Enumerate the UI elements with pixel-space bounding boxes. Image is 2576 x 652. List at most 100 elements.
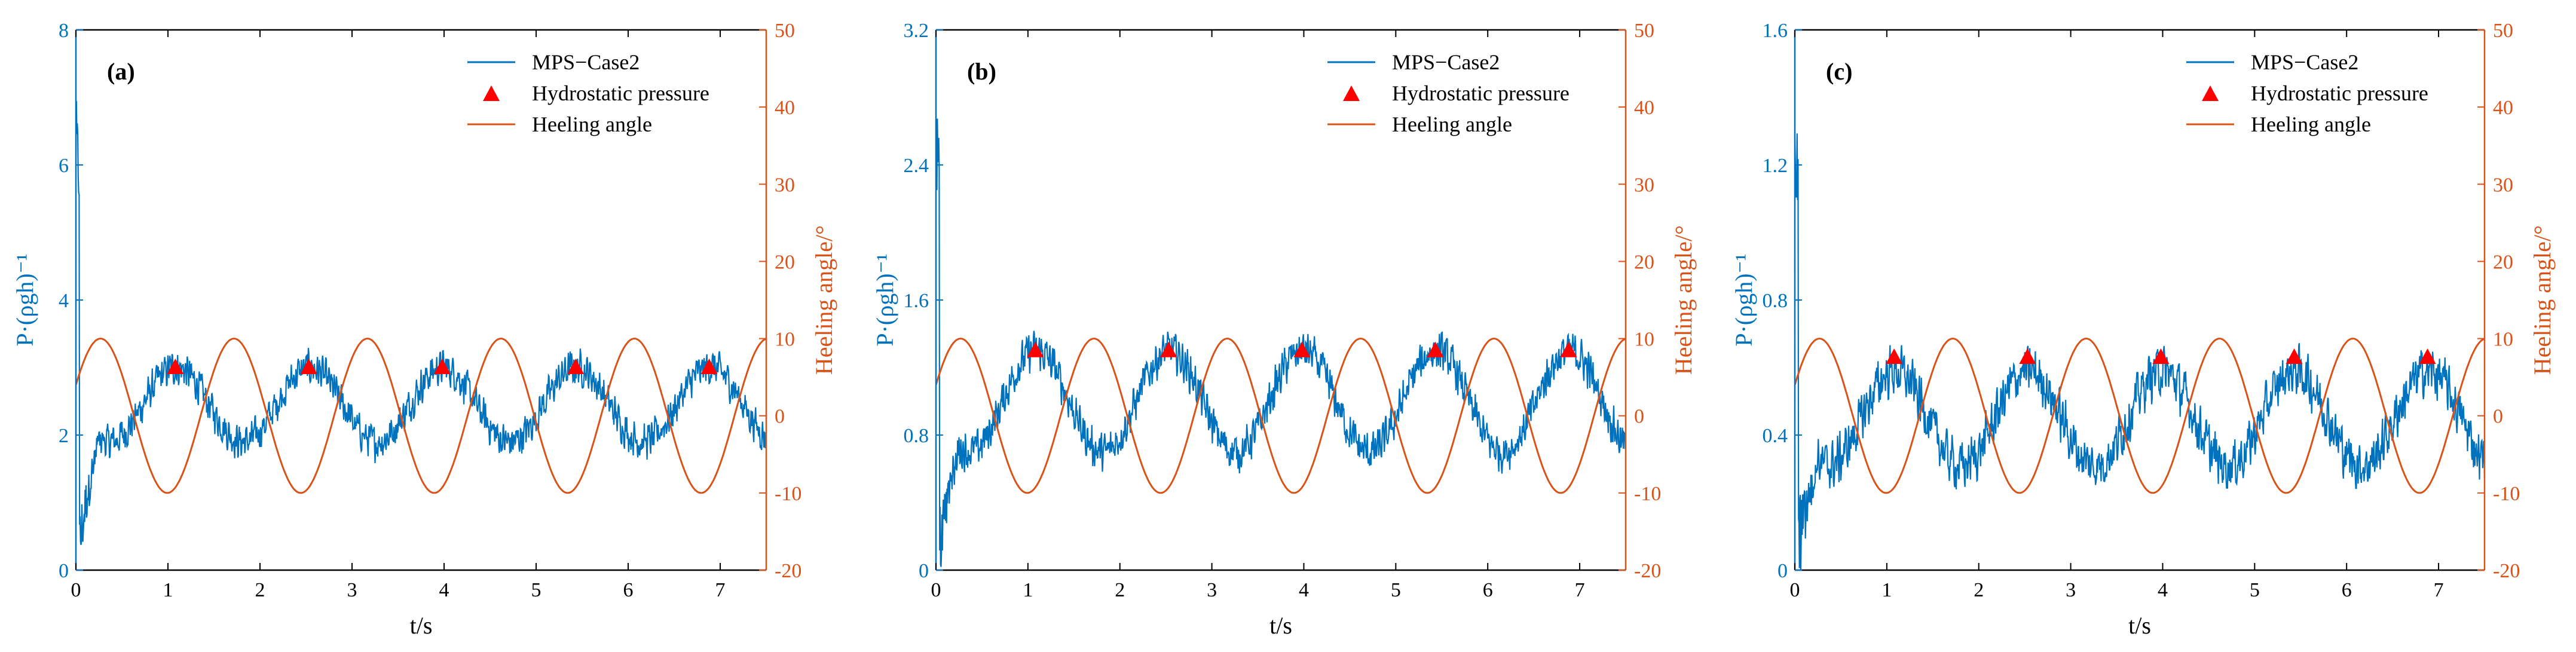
- x-tick-label: 7: [1575, 579, 1585, 601]
- left-tick-label: 6: [59, 155, 69, 177]
- left-tick-label: 4: [59, 290, 69, 312]
- right-tick-label: -20: [775, 560, 801, 582]
- x-tick-label: 0: [931, 579, 941, 601]
- left-tick-label: 0.8: [904, 425, 929, 447]
- x-tick-label: 3: [1207, 579, 1217, 601]
- left-tick-label: 2: [59, 425, 69, 447]
- x-tick-label: 2: [1115, 579, 1125, 601]
- hydrostatic-point: [1027, 341, 1044, 357]
- legend-heel-label: Heeling angle: [532, 112, 652, 136]
- hydrostatic-point: [2286, 348, 2303, 365]
- left-axis-title: P·(ρgh)⁻¹: [1730, 253, 1757, 346]
- mps-series-line: [936, 118, 1626, 567]
- left-axis-title: P·(ρgh)⁻¹: [871, 253, 898, 346]
- legend-hydro-label: Hydrostatic pressure: [2251, 81, 2428, 105]
- hydrostatic-point: [2152, 348, 2170, 365]
- x-axis-title: t/s: [410, 612, 433, 639]
- mps-series-line: [76, 101, 766, 545]
- right-tick-label: 30: [1634, 174, 1654, 196]
- x-tick-label: 1: [1881, 579, 1892, 601]
- x-tick-label: 0: [1790, 579, 1800, 601]
- legend-mps-label: MPS−Case2: [1392, 50, 1500, 74]
- legend-hydro-swatch: [483, 85, 500, 101]
- hydrostatic-point: [1160, 341, 1177, 357]
- right-tick-label: 50: [1634, 20, 1654, 42]
- right-tick-label: 0: [1634, 406, 1644, 428]
- right-axis-title: Heeling angle/°: [2529, 225, 2556, 375]
- hydrostatic-point: [300, 359, 317, 374]
- legend: MPS−Case2 Hydrostatic pressure Heeling ang…: [2186, 50, 2428, 136]
- x-tick-label: 6: [2342, 579, 2352, 601]
- x-axis-title: t/s: [2128, 612, 2151, 639]
- panel-a: 0 1 2 3 4 5 6 7 t/s 0 2 4 6 8 P·(ρgh)⁻¹ -20 -10 0 10 20 30 40…: [11, 20, 837, 639]
- hydrostatic-point: [2019, 348, 2036, 365]
- x-tick-label: 7: [715, 579, 726, 601]
- left-tick-label: 8: [59, 20, 69, 42]
- right-tick-label: -10: [775, 483, 801, 505]
- panel-c: 0 1 2 3 4 5 6 7 t/s 0 0.4 0.8 1.2 1.6 P·(ρgh)⁻¹ -20 -10 0…: [1730, 20, 2556, 639]
- right-tick-label: -20: [2493, 560, 2520, 582]
- hydrostatic-point: [433, 359, 451, 374]
- right-axis-title: Heeling angle/°: [810, 225, 837, 375]
- left-tick-label: 2.4: [904, 155, 929, 177]
- panel-label: (b): [967, 58, 996, 85]
- x-tick-label: 5: [2250, 579, 2260, 601]
- legend-heel-label: Heeling angle: [2251, 112, 2371, 136]
- hydrostatic-point: [167, 359, 184, 374]
- hydrostatic-point: [1886, 348, 1903, 365]
- panel-label: (c): [1826, 58, 1852, 85]
- right-tick-label: 0: [775, 406, 785, 428]
- hydrostatic-point: [700, 359, 718, 374]
- left-tick-label: 0.8: [1763, 290, 1788, 312]
- left-tick-label: 1.2: [1763, 155, 1788, 177]
- left-tick-label: 0: [919, 560, 929, 582]
- right-tick-label: 20: [1634, 251, 1654, 273]
- x-tick-label: 3: [2066, 579, 2076, 601]
- right-axis-title: Heeling angle/°: [1670, 225, 1697, 375]
- left-tick-label: 3.2: [904, 20, 929, 42]
- right-tick-label: 40: [1634, 97, 1654, 119]
- legend: MPS−Case2 Hydrostatic pressure Heeling ang…: [467, 50, 709, 136]
- x-tick-label: 6: [623, 579, 634, 601]
- x-axis-title: t/s: [1269, 612, 1292, 639]
- left-tick-label: 0.4: [1763, 425, 1788, 447]
- left-tick-label: 0: [1777, 560, 1788, 582]
- legend-heel-label: Heeling angle: [1392, 112, 1512, 136]
- right-tick-label: 50: [2493, 20, 2513, 42]
- heeling-angle-line: [936, 338, 1626, 494]
- hydrostatic-point: [1560, 341, 1577, 357]
- legend: MPS−Case2 Hydrostatic pressure Heeling ang…: [1327, 50, 1570, 136]
- x-tick-label: 3: [347, 579, 357, 601]
- heeling-angle-line: [76, 338, 766, 494]
- right-tick-label: -10: [2493, 483, 2520, 505]
- x-tick-label: 1: [163, 579, 173, 601]
- right-tick-label: 40: [775, 97, 795, 119]
- x-tick-label: 4: [439, 579, 449, 601]
- right-tick-label: 10: [775, 329, 795, 351]
- right-tick-label: -20: [1634, 560, 1661, 582]
- legend-hydro-label: Hydrostatic pressure: [532, 81, 709, 105]
- right-tick-label: 50: [775, 20, 795, 42]
- x-tick-label: 6: [1483, 579, 1493, 601]
- left-tick-label: 1.6: [1763, 20, 1788, 42]
- right-tick-label: 30: [2493, 174, 2513, 196]
- panel-label: (a): [107, 58, 135, 85]
- x-tick-label: 4: [1299, 579, 1309, 601]
- heeling-angle-line: [1795, 338, 2485, 494]
- hydrostatic-point: [1293, 341, 1311, 357]
- right-tick-label: 40: [2493, 97, 2513, 119]
- left-axis-title: P·(ρgh)⁻¹: [11, 253, 38, 346]
- hydrostatic-point: [567, 359, 585, 374]
- x-tick-label: 5: [1391, 579, 1401, 601]
- left-tick-label: 1.6: [904, 290, 929, 312]
- right-tick-label: -10: [1634, 483, 1661, 505]
- legend-hydro-swatch: [1343, 85, 1360, 101]
- legend-mps-label: MPS−Case2: [2251, 50, 2358, 74]
- right-tick-label: 0: [2493, 406, 2503, 428]
- legend-hydro-label: Hydrostatic pressure: [1392, 81, 1570, 105]
- x-tick-label: 5: [531, 579, 541, 601]
- x-tick-label: 0: [71, 579, 81, 601]
- right-tick-label: 30: [775, 174, 795, 196]
- right-tick-label: 20: [2493, 251, 2513, 273]
